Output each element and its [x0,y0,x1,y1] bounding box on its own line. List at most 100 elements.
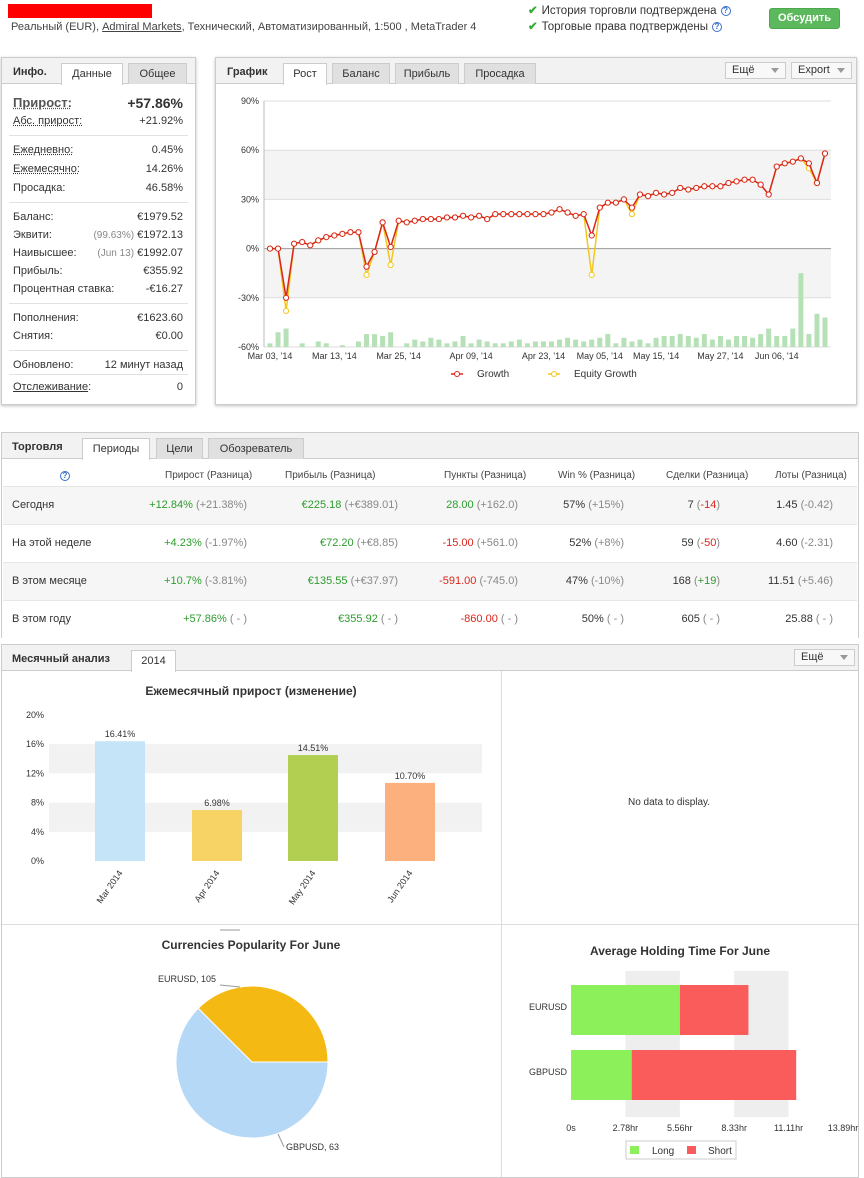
pips-cell: -860.00 ( - ) [460,613,518,625]
volume-bar [476,339,482,347]
volume-bar [532,341,538,347]
data-point [813,179,821,187]
volume-bar [573,339,579,347]
check-icon: ✔ [528,5,538,17]
volume-bar [420,341,426,347]
monthly-more-dropdown[interactable]: Ещё [794,649,855,666]
data-point [741,176,748,183]
volume-bar [428,337,434,347]
data-point [387,243,394,251]
balance-row: Баланс: €1979.52 [13,211,183,223]
tab-drawdown[interactable]: Просадка [464,63,536,84]
more-dropdown[interactable]: Ещё [725,62,786,79]
profit-cell: €355.92 ( - ) [338,613,398,625]
data-point [540,211,547,218]
growth-cell: +57.86% ( - ) [183,613,247,625]
help-icon[interactable]: ? [60,471,70,481]
help-icon[interactable]: ? [712,22,722,32]
trading-panel: Торговля Периоды Цели Обозреватель ? При… [1,432,859,638]
discuss-button[interactable]: Обсудить [769,8,840,29]
broker-link[interactable]: Admiral Markets [102,21,182,33]
tab-periods[interactable]: Периоды [82,438,150,460]
data-point [612,199,619,206]
divider [9,202,188,203]
volume-bar [492,343,498,347]
tab-goals[interactable]: Цели [156,438,203,459]
no-data-message: No data to display. [628,797,711,808]
data-point [548,209,555,216]
export-dropdown[interactable]: Export [791,62,852,79]
volume-bar [637,339,643,347]
x-tick-label: Mar 25, '14 [376,351,421,361]
x-tick-label: Mar 03, '14 [248,351,293,361]
volume-bar [669,335,675,347]
chart-title: Average Holding Time For June [590,944,770,958]
data-point [419,215,426,223]
tab-browser[interactable]: Обозреватель [208,438,304,459]
volume-bar [709,339,715,347]
data-point [628,204,636,211]
tab-growth[interactable]: Рост [283,63,327,85]
volume-bar [508,341,514,347]
data-point [459,212,467,219]
data-point [644,193,652,200]
chevron-down-icon [837,68,845,73]
data-point [556,206,563,213]
graph-panel: График Рост Баланс Прибыль Просадка Ещё … [215,57,857,405]
data-point [805,160,813,167]
volume-bar [597,337,603,347]
profit-cell: €135.55 (+€37.97) [307,575,398,587]
col-pips: Пункты (Разница) [444,470,527,481]
volume-bar [372,334,378,347]
volume-bar [693,337,699,347]
x-tick-label: 8.33hr [721,1123,747,1133]
data-point [492,211,499,218]
account-details: , Технический, Автоматизированный, 1:500… [181,21,477,33]
volume-bar [798,273,804,347]
label-connector [219,984,241,988]
data-point [709,183,716,190]
volume-bar [549,341,555,347]
period-label: В этом году [12,613,71,625]
tab-profit[interactable]: Прибыль [395,63,459,84]
volume-bar [500,343,506,347]
data-point [620,196,628,203]
drawdown-row: Просадка: 46.58% [13,182,183,194]
monthly-tabbar: Месячный анализ 2014 Ещё [2,645,858,672]
volume-bar [275,332,281,347]
data-point [564,209,571,216]
data-point [717,183,724,190]
info-panel: Инфо. Данные Общее Прирост: +57.86% Абс. … [1,57,196,405]
data-point [500,211,507,218]
label-connector [277,1133,285,1148]
volume-bar [806,334,812,347]
tab-balance[interactable]: Баланс [332,63,390,84]
legend-label: Growth [477,369,509,380]
data-point [291,240,298,247]
tab-year-2014[interactable]: 2014 [131,650,176,672]
tab-general[interactable]: Общее [128,63,187,84]
tracking-link[interactable]: Отслеживание [13,381,89,393]
volume-bar [468,343,474,347]
legend-box [625,1140,737,1160]
data-label: 10.70% [395,771,426,781]
volume-bar [380,335,386,347]
bar [192,810,242,861]
chevron-down-icon [840,655,848,660]
table-row: В этом месяце +10.7% (-3.81%) €135.55 (+€3… [3,562,857,600]
volume-bar [822,317,828,347]
growth-cell: +10.7% (-3.81%) [164,575,247,587]
volume-bar [444,343,450,347]
help-icon[interactable]: ? [720,6,731,16]
volume-bar [661,335,667,347]
data-point [443,214,451,221]
data-label: 6.98% [204,798,230,808]
data-point [363,271,370,278]
tab-data[interactable]: Данные [61,63,123,85]
long-bar [571,1050,632,1100]
volume-bar [524,343,530,347]
pie-slice [197,985,329,1063]
data-point [797,155,804,162]
legend-label: Equity Growth [574,369,637,380]
divider [2,924,858,925]
